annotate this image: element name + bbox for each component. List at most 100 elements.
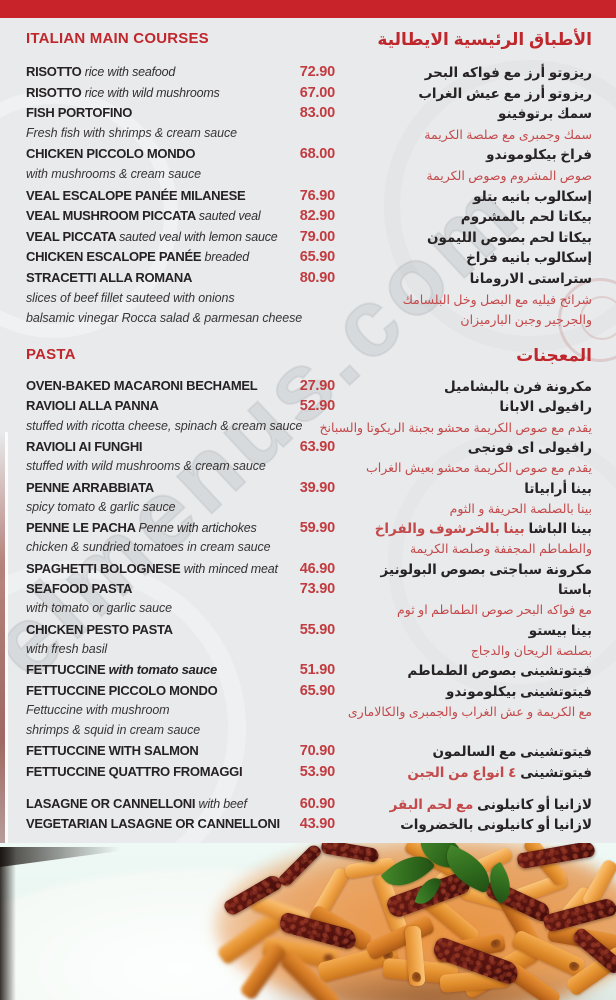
top-red-bar	[0, 0, 616, 18]
menu-item-name-ar: فيتوتشينى ٤ انواع من الجبن	[407, 764, 592, 780]
menu-desc-ar: والطماطم المجففة وصلصة الكريمة	[409, 542, 592, 557]
menu-item-price: 70.90	[299, 743, 335, 760]
menu-desc-en: balsamic vinegar Rocca salad & parmesan …	[26, 311, 303, 326]
menu-item-row: FETTUCCINE PICCOLO MONDO 65.90 فيتوتشينى ب…	[26, 683, 592, 704]
menu-desc-row: with mushrooms & cream sauce صوص المشروم …	[26, 167, 592, 188]
menu-item-price: 55.90	[299, 621, 335, 638]
menu-item-row: VEGETARIAN LASAGNE OR CANNELLONI 43.90 لاز…	[26, 816, 592, 837]
menu-item-name: CHICKEN PESTO PASTA	[26, 621, 173, 637]
photo-edge-dark	[0, 847, 16, 1000]
left-page-edge	[0, 432, 5, 872]
menu-desc-en: stuffed with ricotta cheese, spinach & c…	[26, 418, 303, 433]
menu-item-name: LASAGNE OR CANNELLONI with beef	[26, 796, 247, 811]
menu-desc-row: slices of beef fillet sauteed with onion…	[26, 291, 592, 312]
menu-item-name-detail: rice with seafood	[84, 65, 176, 79]
menu-desc-row: balsamic vinegar Rocca salad & parmesan …	[26, 311, 592, 332]
menu-item-name: RISOTTO rice with wild mushrooms	[26, 84, 220, 100]
menu-item-row: SEAFOOD PASTA 73.90 باستا	[26, 581, 592, 602]
menu-item-name-ar: باستا	[558, 582, 592, 597]
menu-desc-ar: سمك وجمبرى مع صلصة الكريمة	[424, 127, 592, 142]
menu-item-name-ar: إسكالوب بانيه فراخ	[466, 250, 592, 266]
menu-item-name-ar: ريزوتو أرز مع فواكه البحر	[424, 65, 592, 80]
menu-desc-ar: والجرجير وجبن البارميزان	[460, 313, 592, 328]
menu-item-name-ar: لازانيا أو كانيلونى مع لحم البقر	[389, 797, 592, 812]
menu-item-price: 60.90	[299, 796, 335, 812]
menu-item-name-detail: with tomato sauce	[108, 662, 218, 678]
section-title-mains-ar: الأطباق الرئيسية الايطالية	[377, 30, 592, 49]
menu-item-name: STRACETTI ALLA ROMANA	[26, 270, 193, 285]
menu-item-name-detail: Penne with artichokes	[138, 521, 257, 536]
menu-desc-row: stuffed with wild mushrooms & cream sauc…	[26, 459, 592, 480]
menu-desc-row: with fresh basil بصلصة الريحان والدجاج	[26, 642, 592, 663]
menu-item-name: SPAGHETTI BOLOGNESE with minced meat	[26, 560, 278, 576]
menu-item-name: OVEN-BAKED MACARONI BECHAMEL	[26, 378, 258, 393]
menu-item-name: PENNE ARRABBIATA	[26, 479, 154, 495]
menu-desc-en: chicken & sundried tomatoes in cream sau…	[26, 540, 271, 555]
menu-desc-row: with tomato or garlic sauce مع فواكه البح…	[26, 601, 592, 622]
menu-item-name-ar: مكرونة فرن بالبشاميل	[444, 379, 592, 394]
menu-item-row: OVEN-BAKED MACARONI BECHAMEL 27.90 مكرونة …	[26, 378, 592, 399]
menu-item-row: PENNE LE PACHA Penne with artichokes 59.9…	[26, 520, 592, 541]
menu-item-name: RAVIOLI ALLA PANNA	[26, 398, 159, 414]
menu-item-price: 68.00	[299, 146, 335, 163]
menu-desc-row: chicken & sundried tomatoes in cream sau…	[26, 540, 592, 561]
menu-item-price: 79.00	[299, 228, 335, 245]
menu-desc-en: with tomato or garlic sauce	[26, 601, 172, 616]
menu-item-row: RISOTTO rice with wild mushrooms 67.00 ريز…	[26, 85, 592, 106]
menu-item-name-detail: with minced meat	[183, 561, 278, 576]
menu-item-name-ar: بينا بيستو	[528, 622, 592, 638]
menu-item-name: FETTUCCINE WITH SALMON	[26, 743, 199, 759]
menu-item-price: 43.90	[299, 816, 335, 833]
menu-item-price: 52.90	[299, 398, 335, 415]
menu-item-name-detail: sauted veal with lemon sauce	[119, 229, 278, 244]
menu-item-name-ar: فيتوتشينى بيكلوموندو	[445, 683, 592, 699]
menu-item-row: FETTUCCINE QUATTRO FROMAGGI 53.90 فيتوتشين…	[26, 764, 592, 785]
menu-desc-en: shrimps & squid in cream sauce	[26, 723, 201, 738]
menu-item-name: VEGETARIAN LASAGNE OR CANNELLONI	[26, 816, 280, 832]
menu-body: ITALIAN MAIN COURSES الأطباق الرئيسية ال…	[26, 18, 592, 843]
menu-item-price: 27.90	[299, 378, 335, 394]
menu-desc-en: Fettuccine with mushroom	[26, 702, 170, 717]
menu-item-price: 46.90	[299, 560, 335, 577]
menu-item-price: 65.90	[299, 249, 335, 266]
menu-item-name: SEAFOOD PASTA	[26, 581, 133, 596]
menu-item-row: FISH PORTOFINO 83.00 سمك برتوفينو	[26, 105, 592, 126]
left-page-edge-highlight	[5, 432, 8, 872]
menu-item-price: 53.90	[299, 763, 335, 780]
menu-item-row: VEAL ESCALOPE PANÉE MILANESE 76.90 إسكالوب…	[26, 188, 592, 209]
menu-item-row: RAVIOLI ALLA PANNA 52.90 رافيولى الابانا	[26, 398, 592, 419]
menu-item-name-detail: breaded	[204, 250, 250, 265]
menu-item-name-ar: إسكالوب بانيه بتلو	[473, 188, 592, 204]
menu-item-name: RISOTTO rice with seafood	[26, 64, 176, 79]
menu-item-price: 73.90	[299, 581, 335, 597]
menu-item-price: 80.90	[299, 270, 335, 286]
menu-item-row: CHICKEN PICCOLO MONDO 68.00 فراخ بيكلوموند…	[26, 146, 592, 167]
menu-item-name-ar: ستراستى الارومانا	[469, 271, 592, 286]
menu-desc-row: spicy tomato & garlic sauce بينا بالصلصة …	[26, 500, 592, 521]
menu-item-name-ar: سمك برتوفينو	[498, 106, 592, 122]
menu-item-name-ar-red: ٤ انواع من الجبن	[407, 764, 517, 780]
menu-item-name-ar: فيتوتشينى بصوص الطماطم	[407, 663, 592, 679]
menu-desc-row: stuffed with ricotta cheese, spinach & c…	[26, 419, 592, 440]
menu-item-name: FETTUCCINE QUATTRO FROMAGGI	[26, 763, 243, 779]
menu-item-row: VEAL PICCATA sauted veal with lemon sauc…	[26, 229, 592, 250]
menu-item-price: 82.90	[299, 208, 335, 225]
menu-item-name: CHICKEN PICCOLO MONDO	[26, 146, 196, 162]
menu-item-name: FISH PORTOFINO	[26, 105, 133, 121]
menu-item-row: FETTUCCINE with tomato sauce 51.90 فيتوتشي…	[26, 662, 592, 683]
menu-desc-en: spicy tomato & garlic sauce	[26, 499, 176, 514]
penne-hole	[411, 971, 422, 984]
menu-item-name-ar: بينا أرابياتا	[524, 480, 592, 496]
menu-item-row: RAVIOLI AI FUNGHI 63.90 رافيولى اى فونجى	[26, 439, 592, 460]
menu-item-name-detail: rice with wild mushrooms	[84, 85, 220, 100]
menu-item-price: 83.00	[299, 105, 335, 122]
menu-item-price: 39.90	[299, 479, 335, 496]
menu-desc-ar: يقدم مع صوص الكريمة محشو بعيش الغراب	[365, 461, 592, 476]
menu-item-name-ar: فيتوتشينى مع السالمون	[432, 744, 592, 760]
menu-desc-ar: يقدم مع صوص الكريمة محشو بجبنة الريكوتا …	[319, 420, 592, 435]
menu-desc-en: with fresh basil	[26, 641, 108, 656]
menu-desc-ar: مع فواكه البحر صوص الطماطم او ثوم	[397, 603, 592, 618]
menu-desc-en: Fresh fish with shrimps & cream sauce	[26, 125, 237, 140]
menu-item-price: 76.90	[299, 187, 335, 204]
